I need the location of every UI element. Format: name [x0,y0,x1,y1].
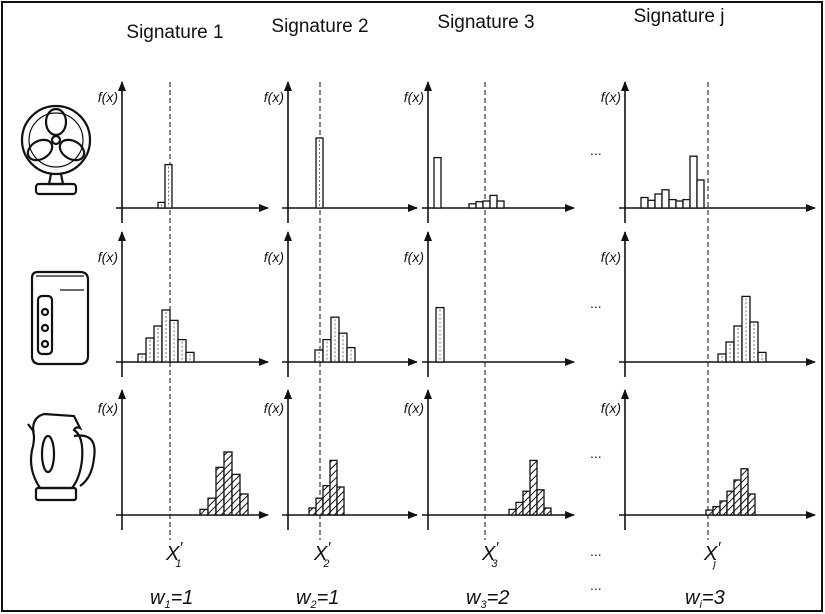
ellipsis-mark: ... [590,445,602,461]
histogram-grid: f(x) f(x) f(x) f(x)... f(x) f(x) f(x) f(x)... f(… [98,81,816,540]
ellipsis-mark: ... [590,295,602,311]
weight-label-2: w2=1 [296,587,339,611]
histogram-bin [468,203,477,209]
histogram-bin [675,200,684,209]
fx-axis-label: f(x) [264,400,284,416]
histogram-bin [640,196,649,209]
histogram-bin [223,451,233,516]
histogram-bin [489,194,498,209]
histogram-bin [336,486,345,516]
histogram-bin [726,490,735,516]
histogram-bin [207,497,217,516]
fx-axis-label: f(x) [98,249,118,265]
histogram-bin [712,505,721,516]
threshold-label-1: X′ 1 [165,540,183,570]
header-signature-2: Signature 2 [271,16,368,37]
histogram-bin [433,156,442,209]
histogram-bin [529,459,538,516]
histogram-bin [508,508,517,516]
threshold-label-4: X′ j [703,540,721,570]
histogram-bin [719,500,728,516]
threshold-label-2: X′ 2 [313,540,331,570]
fx-axis-label: f(x) [404,400,424,416]
histogram-bin [689,155,698,209]
histogram-bin [740,468,749,516]
ellipsis-mark: ... [590,142,602,158]
header-signature-j: Signature j [634,6,725,27]
ellipsis-mark: ... [590,543,602,559]
fx-axis-label: f(x) [601,89,621,105]
histogram-bin [322,484,331,516]
histogram-bin [185,351,195,363]
threshold-label-3: X′ 3 [481,540,499,570]
histogram-bin [668,198,677,209]
fx-axis-label: f(x) [601,400,621,416]
histogram-bin [239,493,249,516]
histogram-bin [696,179,705,209]
bottom-labels: X′ 1 X′ 2 X′ 3 X′ j... w1=1 w2=1 w3=2 wi=3... [150,540,725,611]
histogram-bin [522,490,531,516]
ellipsis-mark: ... [590,577,602,593]
fx-axis-label: f(x) [404,249,424,265]
fx-axis-label: f(x) [98,400,118,416]
histogram-bin [733,479,742,516]
fx-axis-label: f(x) [404,89,424,105]
histogram-bin [308,507,317,516]
histogram-bin [654,193,663,209]
histogram-bin [682,198,691,209]
histogram-bin [164,163,173,209]
toaster-icon [30,270,90,366]
fx-axis-label: f(x) [264,89,284,105]
histogram-bin [515,501,524,516]
histogram-bin [496,200,505,209]
histogram-bin [315,497,324,516]
header-signature-1: Signature 1 [126,22,223,43]
histogram-bin [482,200,491,209]
histogram-bin [215,466,225,516]
histogram-bin [199,508,209,516]
fx-axis-label: f(x) [601,249,621,265]
kettle-icon [27,412,96,502]
histogram-bin [747,493,756,516]
histogram-bin [329,459,338,516]
weight-label-3: w3=2 [466,587,509,611]
histogram-bin [757,351,767,363]
histogram-bin [543,507,552,516]
histogram-bin [647,199,656,209]
histogram-bin [475,201,484,209]
fan-icon [20,104,92,196]
histogram-bin [231,473,241,516]
fx-axis-label: f(x) [264,249,284,265]
histogram-bin [661,189,670,209]
fx-axis-label: f(x) [98,89,118,105]
histogram-bin [536,489,545,516]
weight-label-1: w1=1 [150,587,193,611]
header-signature-3: Signature 3 [437,12,534,33]
weight-label-4: wi=3 [685,587,725,611]
histogram-bin [705,509,714,516]
